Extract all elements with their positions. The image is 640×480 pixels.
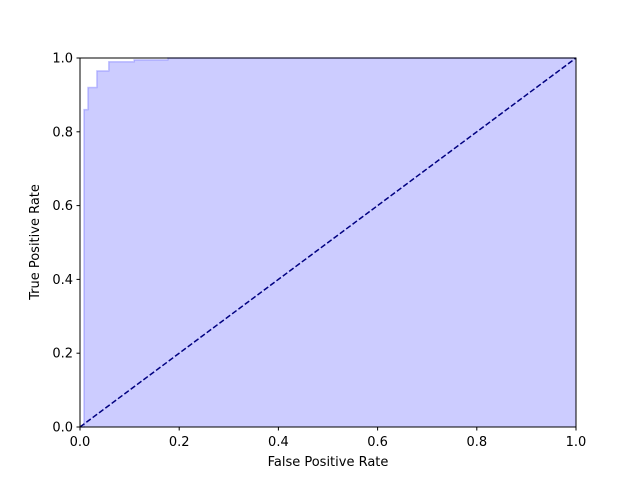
x-tick-label: 0.6: [367, 435, 388, 450]
y-tick-label: 0.2: [52, 347, 73, 362]
y-tick-label: 0.0: [52, 421, 73, 436]
y-axis-label: True Positive Rate: [28, 184, 43, 301]
x-tick-label: 0.2: [169, 435, 190, 450]
plot-frame: [79, 57, 577, 428]
roc-curve: [80, 57, 576, 428]
diagonal-line: [79, 57, 577, 428]
x-tick-label: 1.0: [566, 435, 587, 450]
x-tick-label: 0.0: [70, 435, 91, 450]
x-axis-label: False Positive Rate: [268, 455, 389, 470]
x-tick-label: 0.8: [466, 435, 487, 450]
y-tick-label: 0.6: [52, 199, 73, 214]
y-tick-label: 0.4: [52, 273, 73, 288]
x-tick-label: 0.4: [268, 435, 289, 450]
y-tick-label: 1.0: [52, 52, 73, 67]
y-tick-label: 0.8: [52, 125, 73, 140]
